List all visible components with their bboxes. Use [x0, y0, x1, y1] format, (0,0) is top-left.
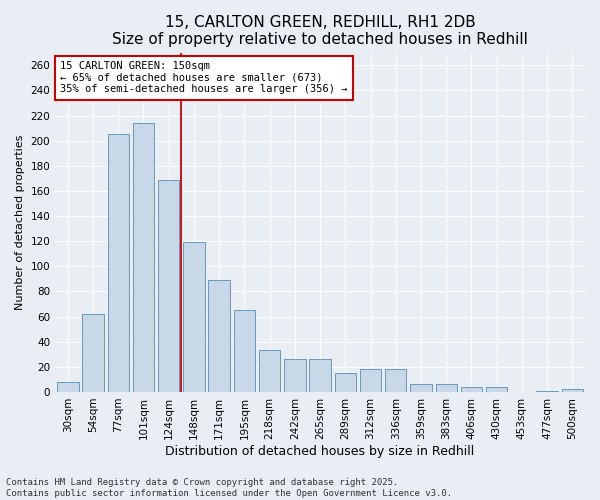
- Title: 15, CARLTON GREEN, REDHILL, RH1 2DB
Size of property relative to detached houses: 15, CARLTON GREEN, REDHILL, RH1 2DB Size…: [112, 15, 528, 48]
- Bar: [562, 390, 583, 392]
- Bar: [133, 123, 154, 392]
- X-axis label: Distribution of detached houses by size in Redhill: Distribution of detached houses by size …: [166, 444, 475, 458]
- Text: Contains HM Land Registry data © Crown copyright and database right 2025.
Contai: Contains HM Land Registry data © Crown c…: [6, 478, 452, 498]
- Bar: [208, 280, 230, 392]
- Bar: [385, 370, 406, 392]
- Bar: [233, 310, 255, 392]
- Bar: [360, 370, 381, 392]
- Bar: [158, 180, 179, 392]
- Bar: [107, 134, 129, 392]
- Bar: [284, 360, 305, 392]
- Bar: [57, 382, 79, 392]
- Text: 15 CARLTON GREEN: 150sqm
← 65% of detached houses are smaller (673)
35% of semi-: 15 CARLTON GREEN: 150sqm ← 65% of detach…: [61, 61, 348, 94]
- Bar: [486, 387, 508, 392]
- Bar: [436, 384, 457, 392]
- Bar: [82, 314, 104, 392]
- Bar: [335, 373, 356, 392]
- Y-axis label: Number of detached properties: Number of detached properties: [15, 134, 25, 310]
- Bar: [410, 384, 432, 392]
- Bar: [536, 390, 558, 392]
- Bar: [461, 387, 482, 392]
- Bar: [183, 242, 205, 392]
- Bar: [259, 350, 280, 392]
- Bar: [310, 360, 331, 392]
